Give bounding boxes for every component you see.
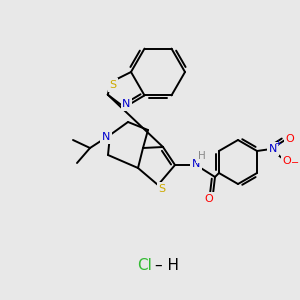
Text: S: S — [110, 80, 117, 90]
Text: O: O — [205, 194, 213, 204]
Text: +: + — [274, 140, 281, 148]
Text: N: N — [122, 99, 131, 110]
Text: – H: – H — [155, 257, 179, 272]
Text: O: O — [286, 134, 294, 144]
Text: N: N — [269, 144, 277, 154]
Text: H: H — [198, 151, 206, 161]
Text: Cl: Cl — [138, 257, 152, 272]
Text: N: N — [102, 132, 110, 142]
Text: O: O — [283, 156, 291, 166]
Text: S: S — [158, 184, 166, 194]
Text: −: − — [291, 158, 299, 168]
Text: N: N — [192, 159, 200, 169]
